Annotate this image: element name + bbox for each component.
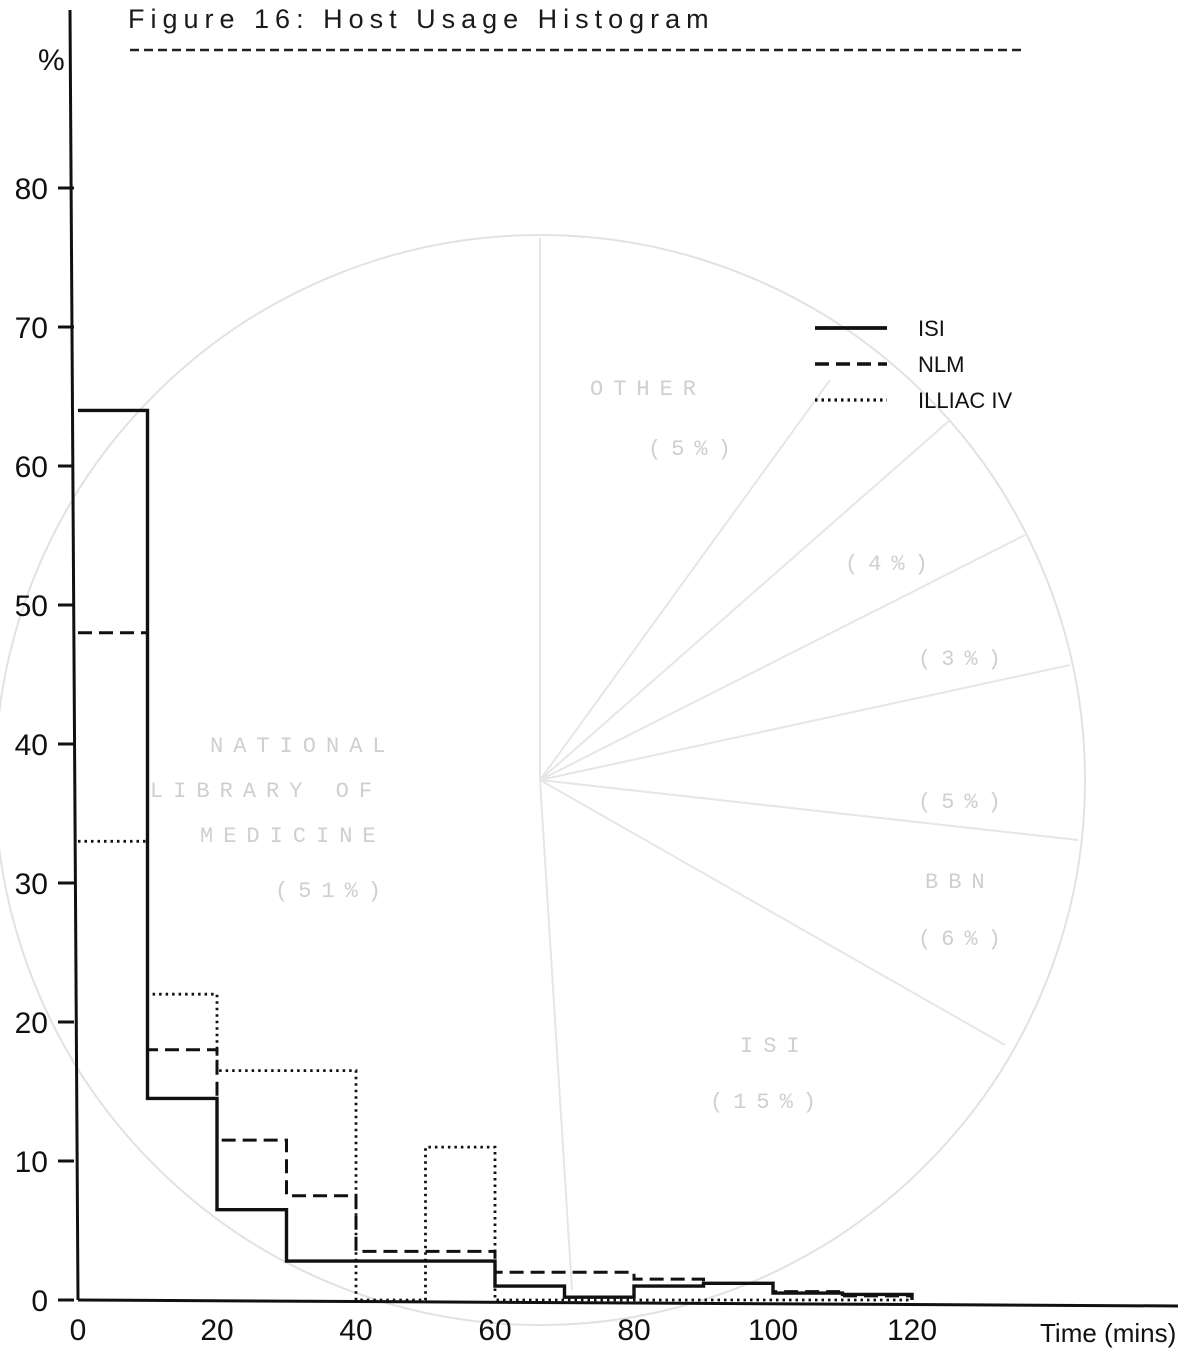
background-watermark: NATIONAL LIBRARY OF MEDICINE (51%) OTHER… (0, 234, 1086, 1326)
x-tick-label: 60 (478, 1314, 511, 1347)
y-tick-label: 30 (15, 868, 48, 901)
watermark-label: LIBRARY OF (150, 779, 382, 804)
x-axis-label: Time (mins) (1040, 1318, 1176, 1348)
y-axis (68, 9, 80, 1301)
y-tick-label: 60 (15, 451, 48, 484)
legend-label: ISI (918, 316, 945, 341)
chart-title: Figure 16: Host Usage Histogram (128, 4, 715, 34)
watermark-label: MEDICINE (200, 824, 386, 849)
legend: ISI NLM ILLIAC IV (815, 316, 1012, 413)
watermark-label: (4%) (845, 552, 938, 577)
watermark-label: (51%) (275, 879, 391, 904)
watermark-label: OTHER (590, 377, 706, 402)
y-ticks: 0 10 20 30 40 50 60 70 80 (15, 173, 74, 1318)
watermark-label: (5%) (918, 790, 1011, 815)
y-axis-label: % (38, 44, 65, 77)
series-line-illiac-iv (78, 839, 912, 1302)
watermark-label: (5%) (648, 437, 741, 462)
watermark-spoke (539, 779, 1006, 1046)
y-tick-label: 50 (15, 590, 48, 623)
y-tick-label: 80 (15, 173, 48, 206)
watermark-spoke (539, 379, 831, 781)
x-axis (77, 1298, 1179, 1308)
x-tick-label: 0 (70, 1314, 87, 1347)
x-ticks: 0 20 40 60 80 100 120 (70, 1314, 937, 1347)
watermark-circle (0, 234, 1086, 1326)
watermark-spoke (539, 419, 951, 781)
x-tick-label: 120 (887, 1314, 937, 1347)
x-tick-label: 40 (339, 1314, 372, 1347)
y-tick-label: 20 (15, 1007, 48, 1040)
watermark-label: (3%) (918, 647, 1011, 672)
watermark-spoke (539, 534, 1026, 781)
x-tick-label: 80 (617, 1314, 650, 1347)
watermark-spoke (539, 779, 1079, 841)
y-tick-label: 10 (15, 1146, 48, 1179)
watermark-label: ISI (740, 1034, 810, 1059)
series-group (78, 408, 914, 1302)
y-tick-label: 0 (31, 1285, 48, 1318)
series-line-nlm (78, 631, 914, 1300)
y-tick-label: 70 (15, 312, 48, 345)
legend-label: NLM (918, 352, 964, 377)
watermark-label: NATIONAL (210, 734, 396, 759)
watermark-label: (6%) (918, 927, 1011, 952)
watermark-label: (15%) (710, 1090, 826, 1115)
y-tick-label: 40 (15, 729, 48, 762)
x-tick-label: 20 (200, 1314, 233, 1347)
watermark-spoke (539, 664, 1071, 781)
watermark-spoke (539, 779, 573, 1291)
legend-label: ILLIAC IV (918, 388, 1012, 413)
watermark-label: BBN (925, 870, 995, 895)
x-tick-label: 100 (748, 1314, 798, 1347)
